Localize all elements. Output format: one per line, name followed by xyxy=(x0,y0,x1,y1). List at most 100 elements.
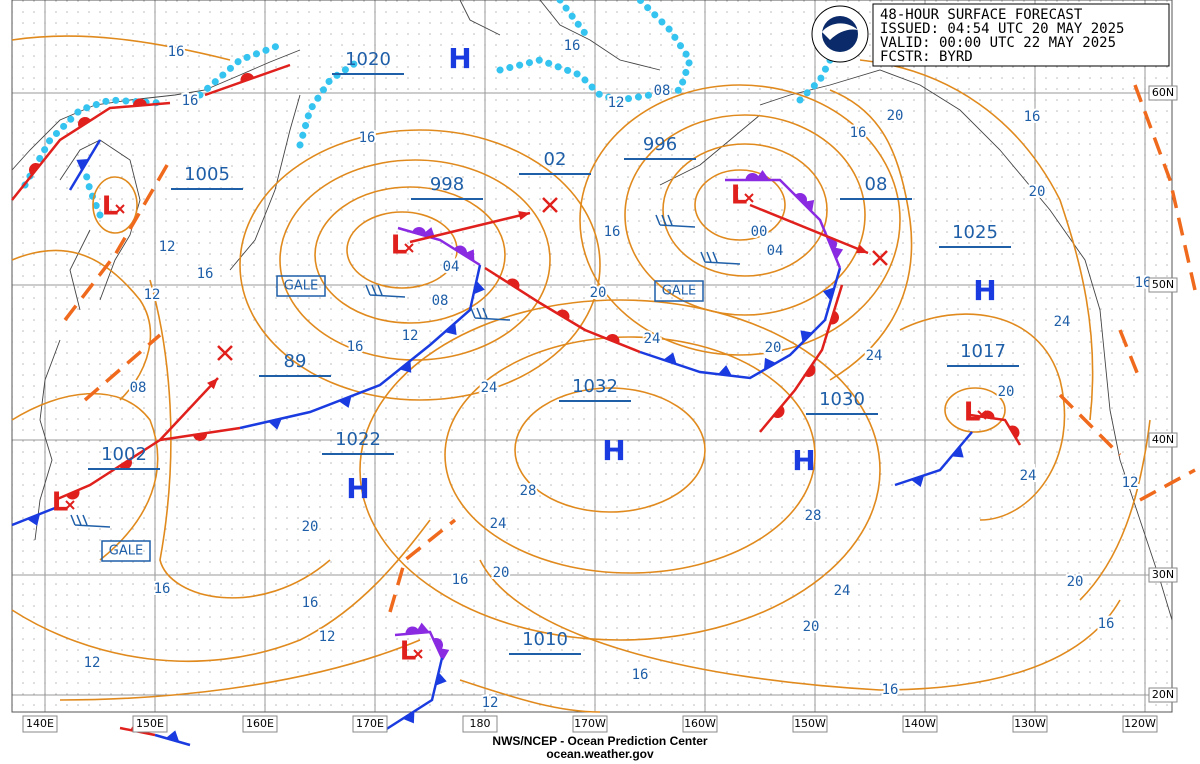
pressure-label: 1010 xyxy=(522,629,568,650)
front-symbol xyxy=(29,163,41,176)
pressure-label: 1030 xyxy=(819,389,865,410)
trough xyxy=(1118,329,1142,381)
front-symbol xyxy=(755,170,770,180)
isobar-label: 20 xyxy=(887,108,904,124)
front-symbol xyxy=(405,626,420,635)
isobar-label: 16 xyxy=(182,93,199,109)
isobar-label: 20 xyxy=(998,384,1015,400)
isobar xyxy=(459,679,601,713)
front-symbol xyxy=(506,278,520,290)
isobar-label: 12 xyxy=(319,629,336,645)
longitude-box xyxy=(1122,715,1158,733)
isobar xyxy=(11,249,152,401)
footer-text: NWS/NCEP - Ocean Prediction Center xyxy=(492,734,707,748)
motion-arrow xyxy=(409,211,531,244)
gale-box xyxy=(276,275,326,297)
low-x xyxy=(65,500,75,510)
front-symbol xyxy=(435,672,447,686)
low-x xyxy=(744,193,754,203)
isobar-label: 16 xyxy=(1135,275,1152,291)
pressure-label: 08 xyxy=(865,174,888,195)
front-symbol xyxy=(473,280,485,295)
arrow-head xyxy=(207,378,218,390)
pressure-label: 998 xyxy=(430,174,464,195)
latitude-box xyxy=(1148,277,1178,293)
pressure-label: 996 xyxy=(643,134,677,155)
longitude-box xyxy=(132,715,168,733)
longitude-label: 140E xyxy=(26,717,54,730)
front-symbol xyxy=(745,173,760,180)
isobar xyxy=(239,129,601,401)
front-symbol xyxy=(268,418,282,430)
ice-edge xyxy=(796,26,839,104)
front-symbol xyxy=(773,405,785,418)
isobar-label: 16 xyxy=(850,125,867,141)
isobar-label: 24 xyxy=(866,348,883,364)
longitude-box xyxy=(22,715,58,733)
low-center: L xyxy=(731,181,748,211)
isobar xyxy=(662,143,828,277)
low-center: L xyxy=(391,231,408,261)
isobar-label: 20 xyxy=(493,565,510,581)
coastline xyxy=(11,49,301,171)
latitude-box xyxy=(1148,687,1178,703)
pressure-label: 89 xyxy=(284,351,307,372)
low-center: L xyxy=(52,488,69,518)
ice-edge xyxy=(21,96,164,189)
front-symbol xyxy=(1008,425,1020,439)
latitude-box xyxy=(1148,85,1178,101)
forecast-position xyxy=(217,345,233,361)
isobar-label: 12 xyxy=(1122,475,1139,491)
front-symbol xyxy=(804,364,816,377)
isobar-label: 08 xyxy=(130,380,147,396)
latitude-box xyxy=(1148,567,1178,583)
wind-barb xyxy=(700,251,741,265)
latitude-label: 50N xyxy=(1152,278,1174,291)
front-symbol xyxy=(718,365,732,376)
isobar-label: 16 xyxy=(1098,616,1115,632)
isobar xyxy=(444,336,816,574)
front-symbol xyxy=(76,158,89,172)
front-symbol xyxy=(800,330,813,343)
header-box xyxy=(872,3,1170,67)
longitude-box xyxy=(352,715,388,733)
longitude-box xyxy=(462,715,498,733)
isobar-label: 00 xyxy=(751,224,768,240)
gale-box xyxy=(654,280,704,302)
isobar xyxy=(11,35,231,61)
arrow-head xyxy=(518,211,530,221)
warm-front xyxy=(54,438,161,502)
noaa-logo-gull xyxy=(822,23,858,40)
isobar-label: 24 xyxy=(1054,314,1071,330)
isobar xyxy=(624,114,866,316)
longitude-label: 170E xyxy=(356,717,384,730)
isobar-label: 20 xyxy=(302,519,319,535)
footer-text: ocean.weather.gov xyxy=(546,747,654,761)
isobar xyxy=(944,387,1006,433)
longitude-label: 120W xyxy=(1124,717,1156,730)
front-symbol xyxy=(399,360,412,373)
coastline xyxy=(69,229,91,311)
high-center: H xyxy=(973,274,996,307)
isobar-label: 16 xyxy=(564,38,581,54)
front-symbol xyxy=(240,72,255,83)
isobar-label: 28 xyxy=(805,508,822,524)
pressure-label: 1005 xyxy=(184,164,230,185)
isobar-label: 20 xyxy=(803,619,820,635)
front-symbol xyxy=(437,647,450,661)
isobar-label: 24 xyxy=(644,331,661,347)
cold-front xyxy=(894,431,973,487)
isobar xyxy=(149,279,331,599)
front-symbol xyxy=(829,310,839,325)
wind-barb xyxy=(470,307,511,321)
longitude-label: 150W xyxy=(794,717,826,730)
isobar xyxy=(11,392,159,561)
isobar xyxy=(694,169,786,241)
forecast-position xyxy=(542,197,558,213)
isobar-label: 04 xyxy=(443,259,460,275)
front-symbol xyxy=(133,98,147,107)
longitude-label: 180 xyxy=(470,717,491,730)
front-symbol xyxy=(802,200,815,213)
isobar-label: 16 xyxy=(632,667,649,683)
latitude-label: 30N xyxy=(1152,568,1174,581)
